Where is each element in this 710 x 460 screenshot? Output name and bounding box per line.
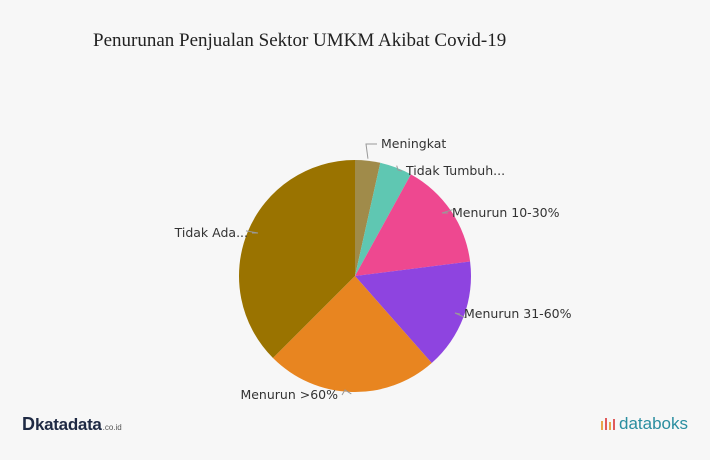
pie-slice-1[interactable] — [355, 162, 411, 276]
pie-labels: Meningkat Tidak Tumbuh... Menurun 10-30% Me… — [174, 136, 572, 402]
chart-title: Penurunan Penjualan Sektor UMKM Akibat C… — [93, 30, 507, 51]
leader-line-0 — [365, 143, 377, 159]
leader-line-2 — [441, 209, 453, 214]
pie-slice-3[interactable] — [355, 261, 471, 364]
databoks-logo-text: databoks — [619, 414, 688, 433]
slice-label-5: Tidak Ada... — [174, 225, 248, 240]
pie-slice-0[interactable] — [355, 160, 381, 276]
leader-line-5 — [245, 230, 259, 234]
leader-line-3 — [454, 312, 466, 319]
slice-label-2: Menurun 10-30% — [452, 205, 560, 220]
pie-slices — [239, 160, 471, 393]
pie-slice-2[interactable] — [355, 174, 471, 276]
leader-line-1 — [396, 165, 403, 172]
slice-label-3: Menurun 31-60% — [464, 306, 572, 321]
slice-label-0: Meningkat — [381, 136, 446, 151]
databoks-bars-icon — [601, 418, 615, 430]
katadata-logo-mark: D — [22, 414, 35, 434]
katadata-logo: D katadata .co.id — [22, 414, 122, 435]
katadata-logo-text: katadata — [35, 415, 102, 434]
slice-label-1: Tidak Tumbuh... — [405, 163, 505, 178]
slice-label-4: Menurun >60% — [240, 387, 338, 402]
leader-line-4 — [341, 389, 352, 396]
pie-slice-4[interactable] — [272, 276, 432, 393]
katadata-logo-suffix: .co.id — [102, 423, 122, 432]
databoks-logo: databoks — [601, 414, 688, 434]
pie-slice-5[interactable] — [239, 160, 355, 359]
